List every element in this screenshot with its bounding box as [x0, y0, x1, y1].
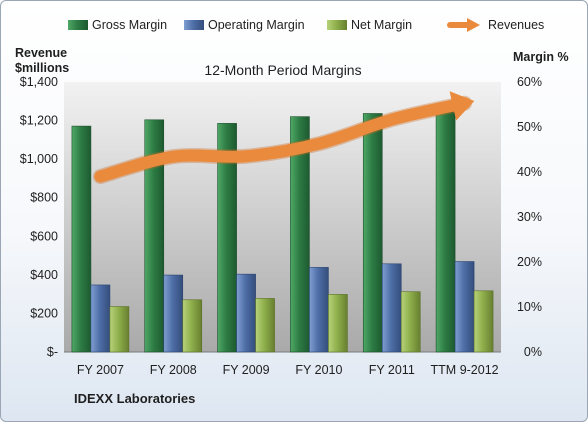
bar-gross-margin [71, 125, 92, 353]
right-tick-label: 10% [517, 300, 542, 314]
legend-label-operating-margin: Operating Margin [208, 18, 305, 32]
bar-operating-margin [381, 263, 402, 353]
legend-label-net-margin: Net Margin [351, 18, 412, 32]
left-axis-label-line1: Revenue [15, 46, 67, 60]
bar-operating-margin [163, 274, 184, 353]
right-axis-ticks: 0% 10% 20% 30% 40% 50% 60% [517, 75, 542, 359]
company-label: IDEXX Laboratories [74, 391, 195, 406]
revenue-line-path [94, 97, 471, 183]
right-tick-label: 20% [517, 255, 542, 269]
bar-net-margin [400, 291, 421, 353]
bar-net-margin [109, 306, 130, 353]
bar-gross-margin [362, 113, 383, 353]
x-tick-label: TTM 9-2012 [431, 363, 499, 377]
left-tick-label: $400 [30, 268, 58, 282]
bar-gross-margin [144, 119, 165, 353]
bar-net-margin [473, 290, 494, 353]
right-axis-label: Margin % [513, 50, 569, 64]
legend-label-gross-margin: Gross Margin [92, 18, 167, 32]
right-tick-label: 60% [517, 75, 542, 89]
bar-gross-margin [435, 107, 456, 353]
legend-swatch-gross-margin [68, 20, 88, 30]
legend-swatch-net-margin [327, 20, 347, 30]
bar-operating-margin [90, 284, 111, 353]
right-tick-label: 30% [517, 210, 542, 224]
bar-net-margin [255, 298, 275, 353]
revenue-arrowhead [449, 91, 475, 121]
bar-operating-margin [236, 273, 256, 353]
left-tick-label: $1,200 [20, 114, 58, 128]
bar-operating-margin [454, 261, 475, 353]
left-axis-label-line2: $millions [15, 61, 69, 75]
chart-title: 12-Month Period Margins [204, 62, 361, 78]
left-tick-label: $1,000 [20, 152, 58, 166]
bar-operating-margin [309, 267, 329, 353]
x-tick-label: FY 2007 [77, 363, 124, 377]
x-tick-label: FY 2010 [295, 363, 342, 377]
right-tick-label: 40% [517, 165, 542, 179]
x-tick-label: FY 2008 [150, 363, 197, 377]
bar-gross-margin [217, 123, 237, 353]
legend-label-revenues: Revenues [488, 18, 544, 32]
left-tick-label: $1,400 [20, 75, 58, 89]
legend: Gross Margin Operating Margin Net Margin… [68, 18, 544, 32]
bar-gross-margin [290, 116, 310, 353]
x-tick-label: FY 2011 [369, 363, 415, 377]
plot-area [64, 82, 501, 352]
left-tick-label: $200 [30, 306, 58, 320]
legend-swatch-revenues [447, 18, 480, 32]
right-tick-label: 50% [517, 120, 542, 134]
left-tick-label: $600 [30, 229, 58, 243]
revenue-line [92, 91, 475, 184]
bar-net-margin [328, 294, 348, 353]
legend-swatch-operating-margin [184, 20, 204, 30]
left-axis-ticks: $- $200 $400 $600 $800 $1,000 $1,200 $1,400 [20, 75, 58, 359]
left-tick-label: $- [47, 345, 58, 359]
right-tick-label: 0% [524, 345, 542, 359]
x-axis-labels: FY 2007 FY 2008 FY 2009 FY 2010 FY 2011 TTM 9… [77, 363, 499, 377]
bars [71, 107, 494, 353]
bar-net-margin [182, 299, 203, 353]
x-tick-label: FY 2009 [223, 363, 270, 377]
left-tick-label: $800 [30, 191, 58, 205]
